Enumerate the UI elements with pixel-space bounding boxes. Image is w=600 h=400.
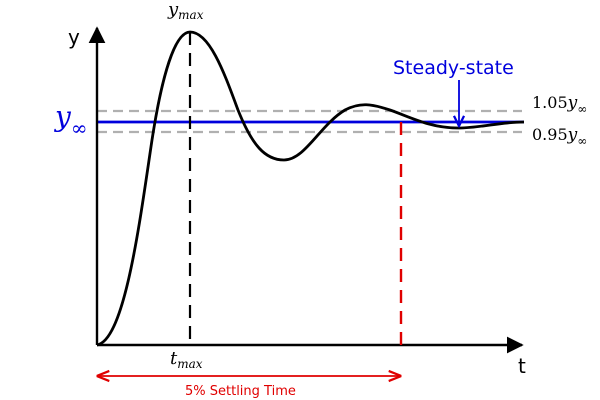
- x-axis-label: t: [518, 354, 526, 378]
- y-infinity-label: y∞: [53, 100, 88, 140]
- upper-band-label: 1.05y∞: [532, 93, 587, 116]
- step-response-curve: [96, 30, 525, 347]
- lower-band-label: 0.95y∞: [532, 125, 587, 148]
- ymax-label: ymax: [167, 0, 204, 22]
- steady-state-label: Steady-state: [393, 57, 514, 79]
- y-axis-label: y: [68, 25, 80, 49]
- settling-time-label: 5% Settling Time: [185, 384, 296, 399]
- tmax-label: tmax: [170, 348, 203, 371]
